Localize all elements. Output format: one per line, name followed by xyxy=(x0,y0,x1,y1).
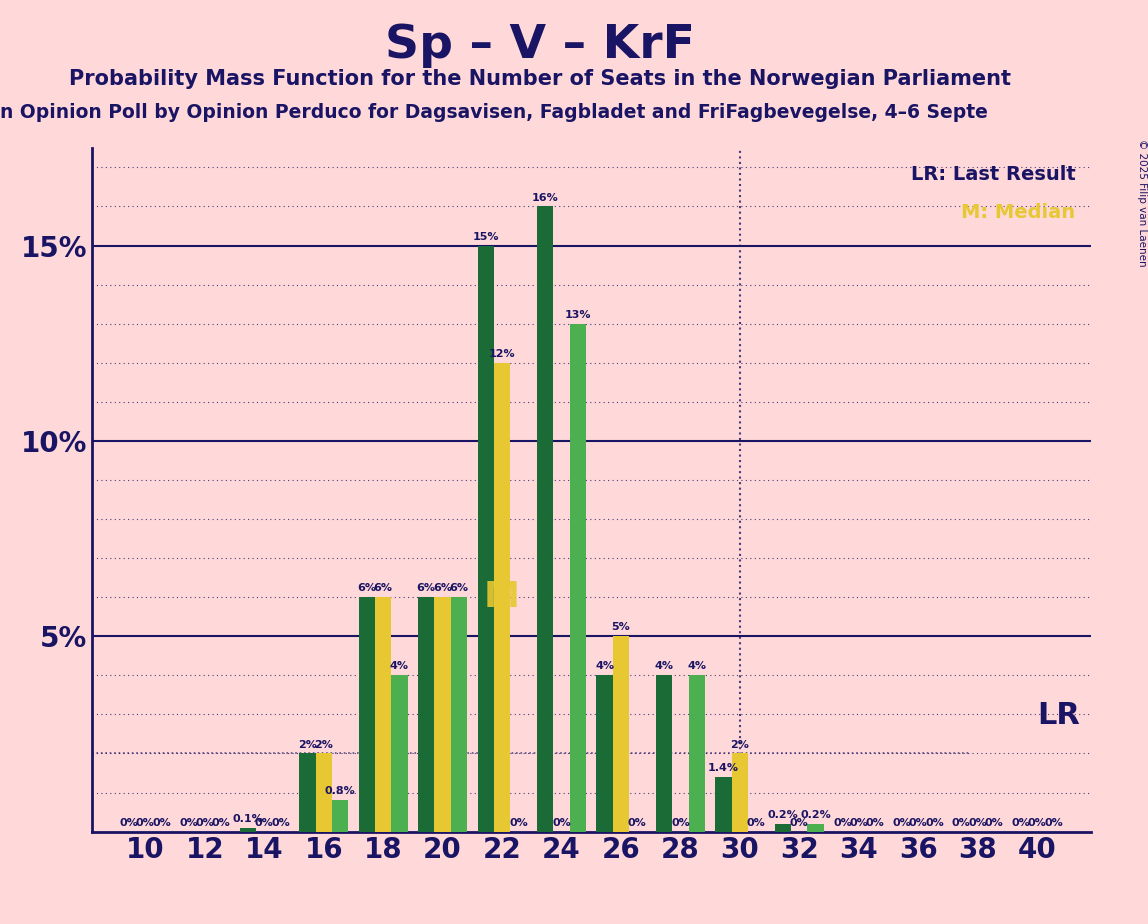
Text: 1.4%: 1.4% xyxy=(708,763,739,773)
Bar xyxy=(656,675,673,832)
Bar xyxy=(494,363,510,832)
Text: 0%: 0% xyxy=(1044,818,1063,828)
Text: 0%: 0% xyxy=(628,818,646,828)
Text: 0%: 0% xyxy=(952,818,971,828)
Text: 15%: 15% xyxy=(473,232,499,241)
Text: 0.8%: 0.8% xyxy=(325,786,356,796)
Bar xyxy=(478,246,494,832)
Bar xyxy=(613,637,629,832)
Text: 4%: 4% xyxy=(688,662,706,672)
Text: 0.1%: 0.1% xyxy=(233,814,263,824)
Text: 6%: 6% xyxy=(450,583,468,593)
Text: 4%: 4% xyxy=(595,662,614,672)
Text: 0%: 0% xyxy=(833,818,852,828)
Text: M: Median: M: Median xyxy=(962,202,1076,222)
Text: 0%: 0% xyxy=(672,818,690,828)
Bar xyxy=(300,753,316,832)
Text: 0%: 0% xyxy=(866,818,884,828)
Bar xyxy=(715,777,731,832)
Text: 0%: 0% xyxy=(892,818,912,828)
Text: 0%: 0% xyxy=(211,818,231,828)
Text: M: M xyxy=(484,580,520,614)
Bar xyxy=(418,597,434,832)
Bar xyxy=(375,597,391,832)
Text: 0%: 0% xyxy=(119,818,139,828)
Text: 13%: 13% xyxy=(565,310,591,320)
Bar xyxy=(434,597,451,832)
Text: 0%: 0% xyxy=(179,818,197,828)
Text: 0%: 0% xyxy=(1011,818,1030,828)
Text: Sp – V – KrF: Sp – V – KrF xyxy=(385,23,695,68)
Bar xyxy=(451,597,467,832)
Text: 0%: 0% xyxy=(909,818,928,828)
Text: 0%: 0% xyxy=(968,818,987,828)
Text: 16%: 16% xyxy=(532,192,559,202)
Bar xyxy=(240,828,256,832)
Text: 6%: 6% xyxy=(417,583,436,593)
Text: 0%: 0% xyxy=(985,818,1003,828)
Text: 0%: 0% xyxy=(850,818,868,828)
Text: 2%: 2% xyxy=(730,739,750,749)
Text: 0%: 0% xyxy=(195,818,215,828)
Text: 0%: 0% xyxy=(135,818,155,828)
Text: 6%: 6% xyxy=(433,583,452,593)
Text: LR: Last Result: LR: Last Result xyxy=(910,165,1076,184)
Bar xyxy=(537,206,553,832)
Bar xyxy=(358,597,375,832)
Text: 0%: 0% xyxy=(747,818,766,828)
Bar xyxy=(807,824,824,832)
Text: 0.2%: 0.2% xyxy=(768,809,798,820)
Text: 6%: 6% xyxy=(373,583,393,593)
Bar xyxy=(731,753,748,832)
Text: 0.2%: 0.2% xyxy=(800,809,831,820)
Text: 0%: 0% xyxy=(790,818,808,828)
Text: n Opinion Poll by Opinion Perduco for Dagsavisen, Fagbladet and FriFagbevegelse,: n Opinion Poll by Opinion Perduco for Da… xyxy=(0,103,988,123)
Text: © 2025 Filip van Laenen: © 2025 Filip van Laenen xyxy=(1138,139,1147,266)
Text: 4%: 4% xyxy=(654,662,674,672)
Text: 12%: 12% xyxy=(489,349,515,359)
Bar xyxy=(689,675,705,832)
Text: 0%: 0% xyxy=(255,818,273,828)
Text: 0%: 0% xyxy=(925,818,944,828)
Bar xyxy=(569,323,585,832)
Text: 6%: 6% xyxy=(357,583,377,593)
Text: 0%: 0% xyxy=(153,818,171,828)
Bar xyxy=(316,753,332,832)
Text: 0%: 0% xyxy=(1027,818,1047,828)
Bar xyxy=(597,675,613,832)
Bar xyxy=(775,824,791,832)
Text: 5%: 5% xyxy=(612,623,630,632)
Text: 2%: 2% xyxy=(298,739,317,749)
Bar xyxy=(332,800,348,832)
Text: 2%: 2% xyxy=(315,739,333,749)
Text: 0%: 0% xyxy=(552,818,571,828)
Text: 4%: 4% xyxy=(390,662,409,672)
Text: LR: LR xyxy=(1038,701,1080,730)
Text: 0%: 0% xyxy=(271,818,290,828)
Text: 0%: 0% xyxy=(509,818,528,828)
Bar xyxy=(391,675,408,832)
Text: Probability Mass Function for the Number of Seats in the Norwegian Parliament: Probability Mass Function for the Number… xyxy=(69,69,1010,90)
